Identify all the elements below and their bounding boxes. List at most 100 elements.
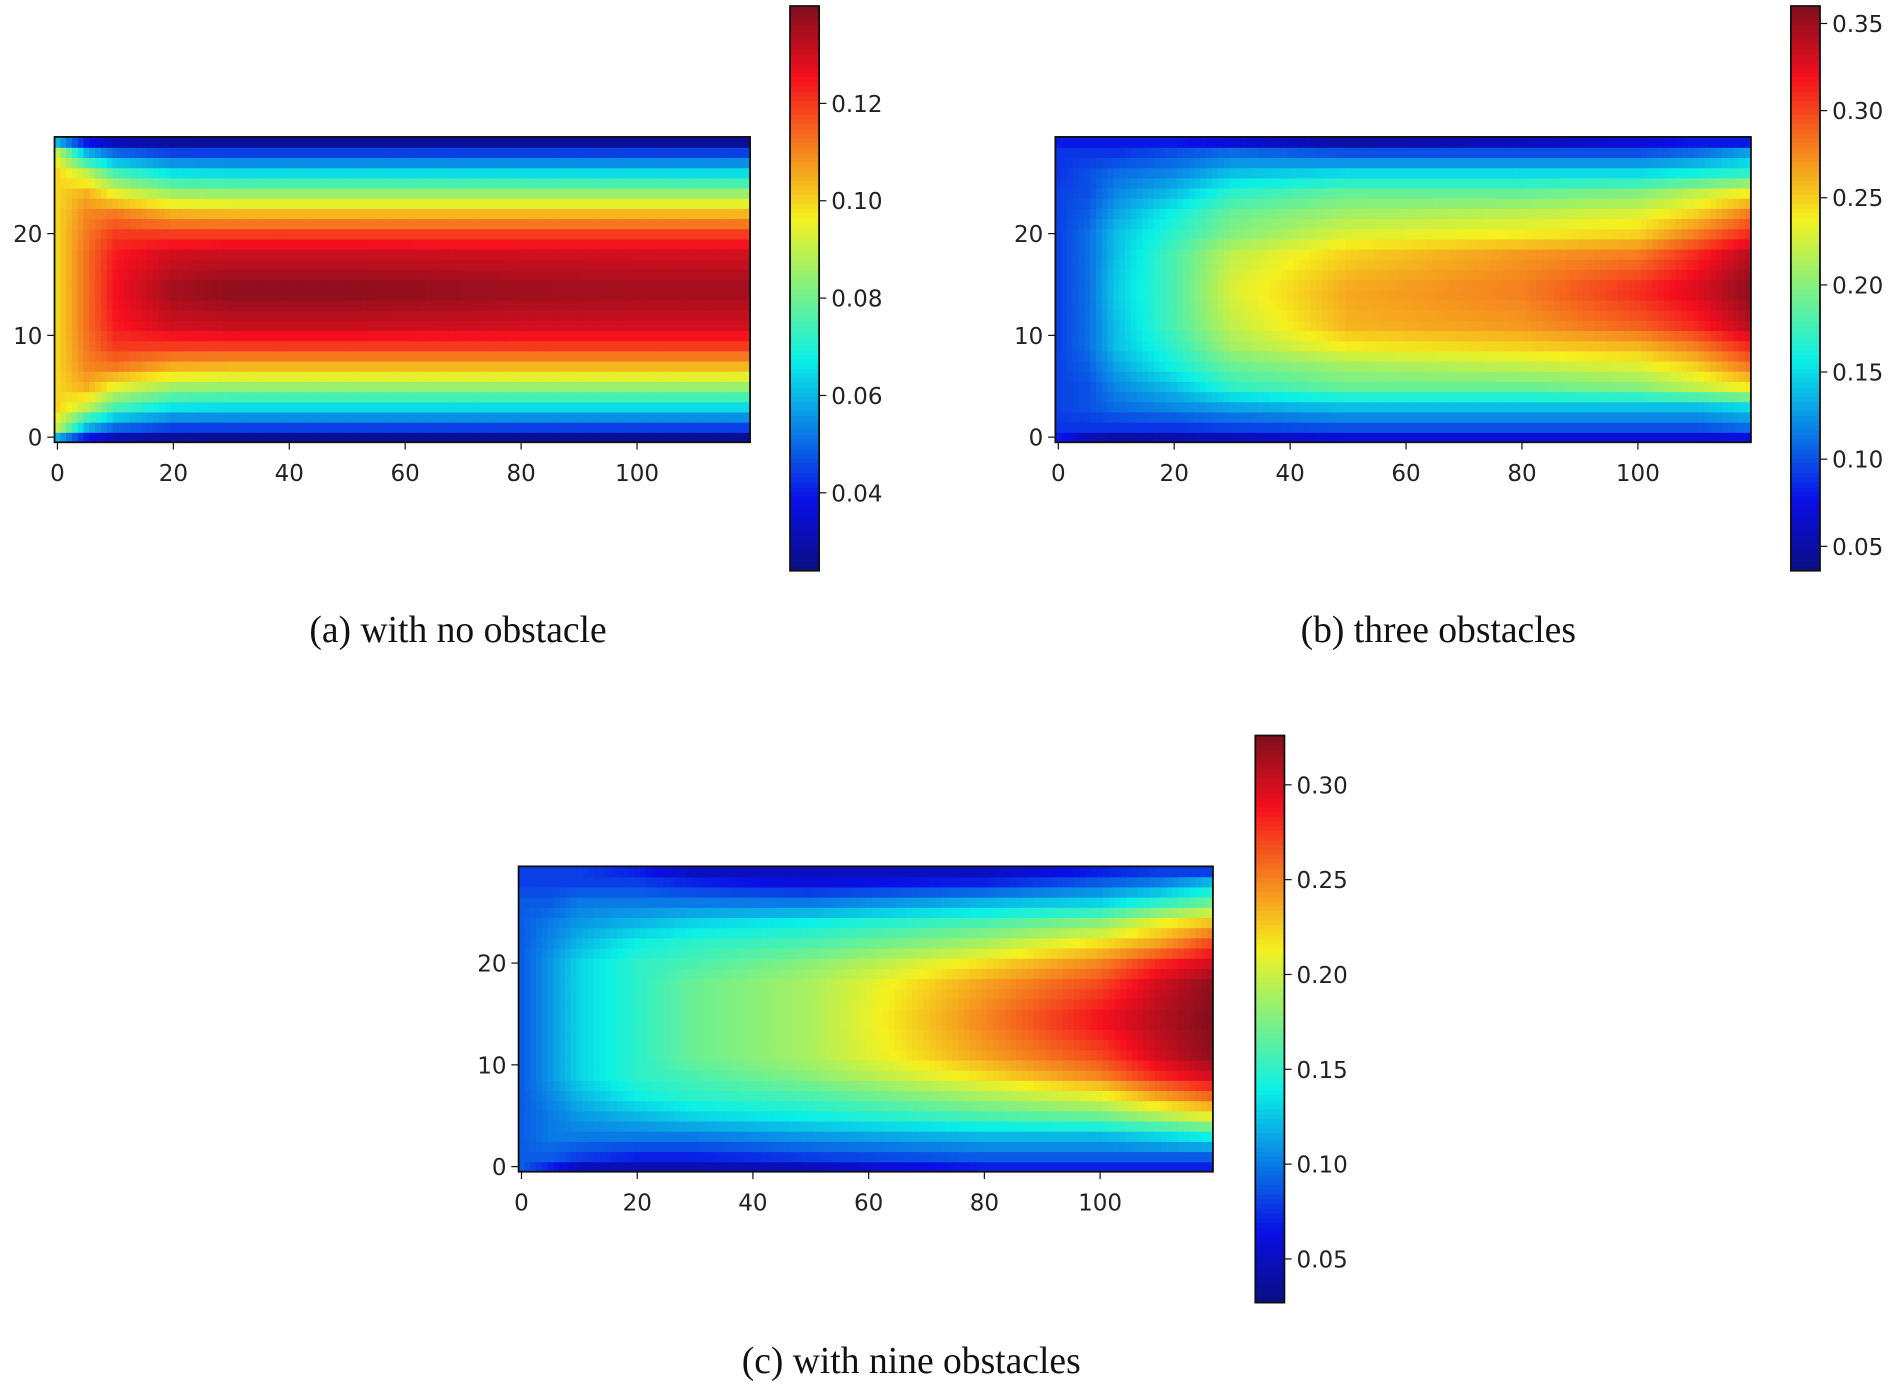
heatmap-cell [558,421,566,433]
heatmap-cell [182,330,189,342]
heatmap-cell [442,401,450,413]
heatmap-cell [257,340,264,352]
heatmap-cell [599,360,606,372]
heatmap-cell [506,360,514,372]
heatmap-cell [379,432,386,443]
heatmap-cell [628,350,635,362]
heatmap-cell [408,391,415,403]
heatmap-cell [274,381,282,393]
heatmap-cell [431,360,438,372]
heatmap-cell [332,391,340,403]
heatmap-cell [164,421,172,433]
heatmap-cell [228,330,235,342]
heatmap-cell [164,371,172,382]
heatmap-cell [135,350,143,362]
heatmap-cell [118,381,125,393]
heatmap-cell [251,391,259,403]
heatmap-cell [686,381,693,393]
heatmap-cell [622,401,630,413]
heatmap-cell [164,350,172,362]
heatmap-cell [350,309,357,321]
heatmap-cell [466,421,473,433]
heatmap-cell [367,371,375,382]
heatmap-cell [66,350,73,362]
heatmap-cell [622,330,630,342]
heatmap-cell [71,432,79,443]
heatmap-cell [326,411,334,423]
heatmap-cell [593,330,601,342]
heatmap-cell [321,320,328,332]
heatmap-cell [564,340,572,352]
heatmap-cell [663,371,670,382]
heatmap-cell [193,432,201,443]
heatmap-cell [187,411,195,423]
heatmap-cell [187,360,195,372]
heatmap-cell [71,371,79,382]
heatmap-cell [315,330,322,342]
heatmap-cell [425,360,432,372]
heatmap-cells [54,136,751,443]
heatmap-cell [170,391,177,403]
heatmap-cell [326,340,334,352]
heatmap-cell [744,391,751,403]
heatmap-cell [703,360,711,372]
heatmap-cell [402,391,409,403]
heatmap-cell [199,391,206,403]
heatmap-cell [506,391,514,403]
heatmap-cell [222,391,230,403]
heatmap-cell [182,411,189,423]
heatmap-cell [721,381,728,393]
heatmap-cell [83,371,91,382]
heatmap-cell [216,309,224,321]
heatmap-cell [193,401,201,413]
heatmap-cell [431,371,438,382]
heatmap-cell [292,421,299,433]
heatmap-cell [477,330,485,342]
heatmap-cell [466,432,473,443]
heatmap-cell [593,411,601,423]
heatmap-cell [419,391,427,403]
heatmap-cell [680,320,688,332]
heatmap-cell [413,360,421,372]
heatmap-cell [500,391,508,403]
heatmap-cell [506,320,514,332]
heatmap-cell [744,320,751,332]
heatmap-cell [147,421,154,433]
heatmap-cell [442,360,450,372]
heatmap-cell [361,381,369,393]
heatmap-cell [77,360,85,372]
heatmap-cell [651,340,659,352]
heatmap-cell [518,391,525,403]
heatmap-cell [170,432,177,443]
heatmap-cell [303,411,311,423]
heatmap-cell [564,401,572,413]
heatmap-cell [54,309,62,321]
heatmap-cell [518,401,525,413]
heatmap-cell [431,421,438,433]
heatmap-cell [593,320,601,332]
heatmap-cell [135,360,143,372]
heatmap-cell [124,411,131,423]
heatmap-cell [547,340,554,352]
heatmap-cell [396,360,404,372]
heatmap-cell [297,391,305,403]
heatmap-cell [199,401,206,413]
heatmap-cell [187,421,195,433]
heatmap-cell [419,421,427,433]
heatmap-cell [396,391,404,403]
heatmap-cell [431,381,438,393]
heatmap-cell [645,360,653,372]
heatmap-cell [581,381,589,393]
heatmap-cell [332,432,340,443]
heatmap-cell [350,401,357,413]
heatmap-cell [54,391,62,403]
heatmap-cell [726,421,734,433]
heatmap-cell [645,401,653,413]
heatmap-cell [239,320,247,332]
heatmap-cell [153,401,160,413]
heatmap-cell [692,432,699,443]
heatmap-cell [738,432,745,443]
heatmap-cell [66,360,73,372]
heatmap-cell [141,401,148,413]
heatmap-cell [413,350,421,362]
